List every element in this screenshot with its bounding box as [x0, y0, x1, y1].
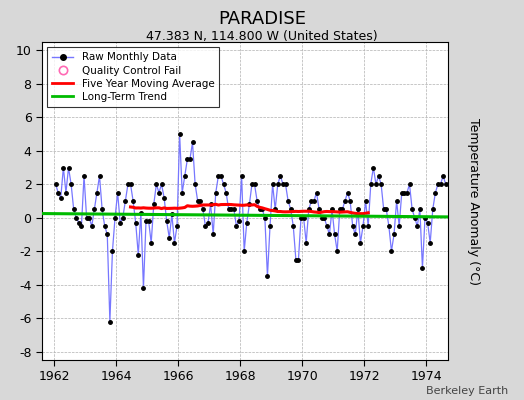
- Text: PARADISE: PARADISE: [218, 10, 306, 28]
- Legend: Raw Monthly Data, Quality Control Fail, Five Year Moving Average, Long-Term Tren: Raw Monthly Data, Quality Control Fail, …: [47, 47, 220, 107]
- Y-axis label: Temperature Anomaly (°C): Temperature Anomaly (°C): [467, 118, 481, 284]
- Text: 47.383 N, 114.800 W (United States): 47.383 N, 114.800 W (United States): [146, 30, 378, 43]
- Text: Berkeley Earth: Berkeley Earth: [426, 386, 508, 396]
